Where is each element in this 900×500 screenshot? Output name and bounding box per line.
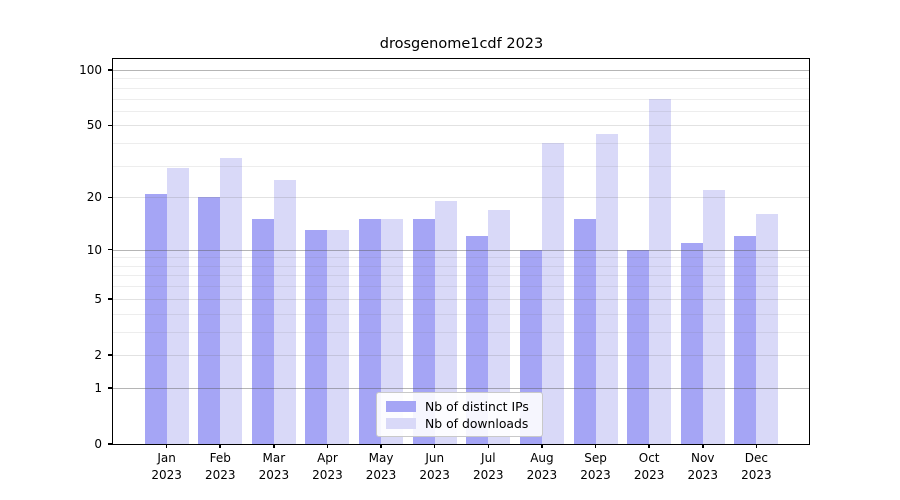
y-tick-mark xyxy=(108,248,113,251)
bar-nb-of-distinct-ips-jan xyxy=(144,193,167,444)
y-tick-mark xyxy=(108,196,113,199)
gridline-minor xyxy=(113,286,810,288)
gridline-minor xyxy=(113,143,810,145)
gridline-minor xyxy=(113,98,810,100)
bar-nb-of-distinct-ips-may xyxy=(359,219,382,444)
x-tick-label: Jul 2023 xyxy=(473,451,504,482)
y-tick-label: 50 xyxy=(86,118,102,133)
x-tick-label: Jun 2023 xyxy=(419,451,450,482)
y-tick-label: 2 xyxy=(94,347,102,362)
gridline-minor xyxy=(113,87,810,89)
bar-nb-of-downloads-mar xyxy=(273,179,296,444)
y-tick-mark xyxy=(108,69,113,71)
y-tick-label: 10 xyxy=(86,242,102,257)
x-tick-label: Feb 2023 xyxy=(204,451,236,482)
x-tick-label: Jan 2023 xyxy=(151,451,182,482)
bar-nb-of-distinct-ips-sep xyxy=(573,219,596,444)
x-tick-mark xyxy=(273,444,275,448)
gridline-minor xyxy=(113,78,810,80)
legend-label-downloads: Nb of downloads xyxy=(425,416,529,431)
gridline-labeled xyxy=(113,197,810,199)
bar-nb-of-downloads-jan xyxy=(166,168,189,444)
bar-nb-of-downloads-jun xyxy=(434,201,457,444)
bar-nb-of-distinct-ips-jun xyxy=(412,219,435,444)
bar-nb-of-distinct-ips-feb xyxy=(198,197,221,444)
x-tick-label: Mar 2023 xyxy=(258,451,290,482)
x-tick-mark xyxy=(648,444,650,448)
bar-nb-of-downloads-nov xyxy=(702,189,725,444)
x-tick-mark xyxy=(755,444,758,448)
x-tick-label: Apr 2023 xyxy=(312,451,343,482)
gridline-labeled xyxy=(113,125,810,127)
bar-nb-of-distinct-ips-mar xyxy=(251,219,274,444)
x-tick-mark xyxy=(594,444,597,448)
y-tick-label: 1 xyxy=(94,380,102,395)
x-tick-mark xyxy=(165,444,168,448)
bar-nb-of-distinct-ips-nov xyxy=(680,242,703,444)
gridline-minor xyxy=(113,110,810,112)
chart-title: drosgenome1cdf 2023 xyxy=(379,36,544,52)
bar-nb-of-downloads-apr xyxy=(327,230,350,444)
y-tick-label: 0 xyxy=(94,437,102,451)
bar-nb-of-downloads-dec xyxy=(756,214,779,444)
gridline-minor xyxy=(113,165,810,167)
x-tick-mark xyxy=(433,444,436,448)
legend-item-downloads: Nb of downloads xyxy=(386,415,533,432)
gridline-minor xyxy=(113,331,810,333)
bar-nb-of-downloads-sep xyxy=(595,133,618,444)
x-tick-label: Nov 2023 xyxy=(687,451,719,482)
y-tick-mark xyxy=(108,443,113,445)
y-tick-mark xyxy=(108,298,113,300)
legend-item-distinct-ips: Nb of distinct IPs xyxy=(386,398,533,415)
bar-nb-of-downloads-aug xyxy=(541,143,564,444)
x-tick-label: Sep 2023 xyxy=(580,451,611,482)
x-tick-label: May 2023 xyxy=(365,451,397,482)
bar-nb-of-distinct-ips-oct xyxy=(627,249,650,444)
x-tick-mark xyxy=(219,444,221,448)
x-tick-mark xyxy=(541,444,543,448)
legend: Nb of distinct IPs Nb of downloads xyxy=(376,392,543,437)
x-tick-label: Aug 2023 xyxy=(526,451,558,482)
gridline-major xyxy=(113,70,810,71)
y-tick-label: 5 xyxy=(94,291,102,306)
gridline-labeled xyxy=(113,298,810,300)
bar-nb-of-distinct-ips-apr xyxy=(305,230,328,444)
bar-nb-of-downloads-may xyxy=(381,219,404,444)
x-tick-label: Dec 2023 xyxy=(741,451,772,482)
gridline-labeled xyxy=(113,354,810,356)
gridline-minor xyxy=(113,275,810,277)
bar-nb-of-distinct-ips-dec xyxy=(734,236,757,444)
legend-label-distinct-ips: Nb of distinct IPs xyxy=(425,399,529,414)
legend-swatch-distinct-ips xyxy=(386,401,416,412)
y-tick-label: 100 xyxy=(79,63,102,77)
gridline-minor xyxy=(113,257,810,259)
gridline-major xyxy=(113,387,810,389)
gridline-minor xyxy=(113,265,810,267)
y-tick-mark xyxy=(108,387,113,389)
bar-nb-of-downloads-jul xyxy=(488,209,511,444)
bar-nb-of-downloads-oct xyxy=(649,98,672,444)
x-tick-mark xyxy=(380,444,382,448)
y-tick-mark xyxy=(108,124,113,127)
y-tick-label: 20 xyxy=(86,190,102,205)
y-tick-mark xyxy=(108,354,113,356)
gridline-major xyxy=(113,249,810,251)
x-tick-mark xyxy=(326,444,329,448)
gridline-minor xyxy=(113,313,810,315)
x-tick-mark xyxy=(702,444,704,448)
x-tick-label: Oct 2023 xyxy=(633,451,665,482)
x-tick-mark xyxy=(487,444,490,448)
legend-swatch-downloads xyxy=(386,418,416,429)
bar-nb-of-downloads-feb xyxy=(220,158,243,444)
